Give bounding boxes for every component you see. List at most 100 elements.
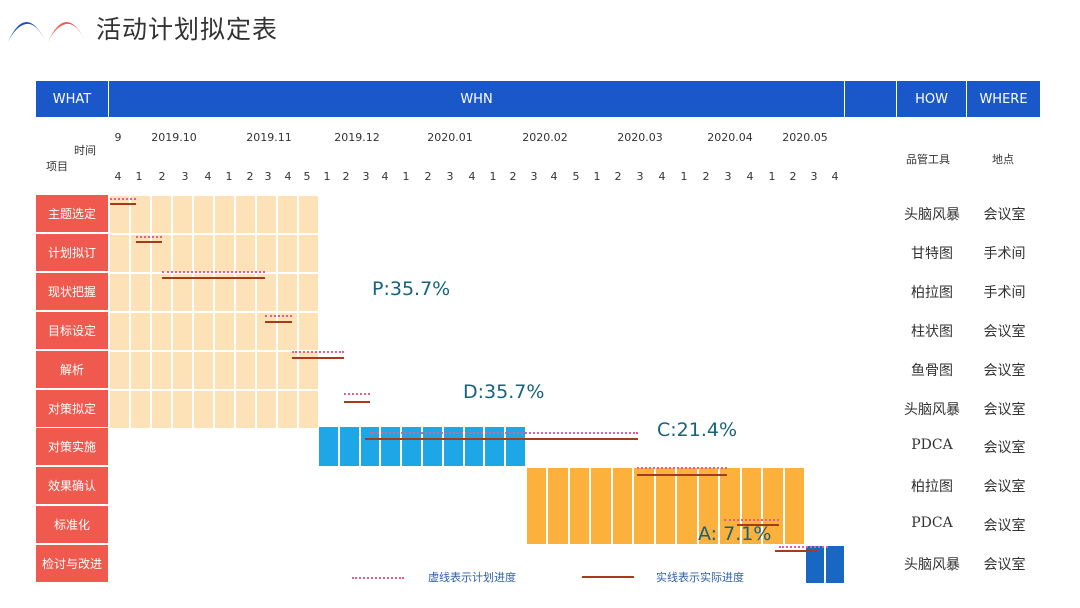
do-phase-cell (463, 426, 485, 467)
plan-phase-cell (256, 351, 277, 390)
do-phase-cell (484, 426, 506, 467)
plan-phase-cell (130, 351, 151, 390)
plan-phase-cell (193, 234, 214, 273)
plan-phase-cell (277, 234, 298, 273)
week-number: 4 (550, 170, 558, 183)
row-label: 现状把握 (36, 273, 108, 310)
week-number: 3 (530, 170, 538, 183)
week-number: 2 (702, 170, 710, 183)
plan-phase-cell (151, 234, 172, 273)
plan-phase-cell (130, 273, 151, 312)
plan-phase-cell (193, 351, 214, 390)
week-number: 5 (572, 170, 580, 183)
week-number: 1 (593, 170, 601, 183)
row-place: 会议室 (983, 479, 1026, 495)
plan-phase-cell (256, 390, 277, 429)
plan-progress-line (265, 315, 292, 317)
month-label: 2019.11 (246, 131, 292, 144)
plan-progress-line (370, 432, 638, 434)
row-label: 检讨与改进 (36, 545, 108, 582)
plan-phase-cell (130, 234, 151, 273)
actual-progress-line (110, 203, 136, 205)
plan-phase-cell (172, 390, 193, 429)
check-phase-cell (547, 467, 569, 545)
row-place: 会议室 (983, 324, 1026, 340)
plan-phase-cell (151, 195, 172, 234)
plan-phase-cell (193, 312, 214, 351)
header-how: HOW (897, 81, 966, 117)
week-number: 1 (225, 170, 233, 183)
month-label: 2020.04 (707, 131, 753, 144)
month-label: 2020.05 (782, 131, 828, 144)
week-number: 4 (831, 170, 839, 183)
week-number: 1 (489, 170, 497, 183)
plan-phase-cell (235, 195, 256, 234)
legend-actual-text: 实线表示实际进度 (656, 571, 744, 584)
week-number: 4 (284, 170, 292, 183)
check-phase-cell (654, 467, 677, 545)
header-what: WHAT (36, 81, 108, 117)
plan-phase-cell (235, 312, 256, 351)
actual-progress-line (365, 438, 638, 440)
header-when: WHN (109, 81, 844, 117)
row-place: 会议室 (983, 440, 1026, 456)
month-label: 2020.01 (427, 131, 473, 144)
week-number: 4 (381, 170, 389, 183)
row-place: 会议室 (983, 402, 1026, 418)
month-label: 9 (114, 131, 122, 144)
legend-actual-line (582, 576, 634, 578)
row-tool: PDCA (911, 515, 953, 531)
tool-column-header: 品管工具 (906, 153, 950, 166)
legend-plan-line (352, 577, 404, 579)
week-number: 5 (303, 170, 311, 183)
week-number: 2 (509, 170, 517, 183)
do-phase-cell (401, 426, 422, 467)
week-number: 1 (135, 170, 143, 183)
week-number: 2 (246, 170, 254, 183)
check-phase-cell (633, 467, 655, 545)
plan-phase-cell (130, 195, 151, 234)
plan-phase-cell (109, 195, 130, 234)
row-label: 计划拟订 (36, 234, 108, 271)
month-label: 2019.10 (151, 131, 197, 144)
row-tool: 头脑风暴 (904, 402, 960, 418)
plan-phase-cell (151, 312, 172, 351)
plan-phase-cell (256, 273, 277, 312)
row-place: 会议室 (983, 363, 1026, 379)
phase-d-label: D:35.7% (463, 381, 545, 403)
month-label: 2019.12 (334, 131, 380, 144)
do-phase-cell (318, 426, 339, 467)
plan-phase-cell (235, 234, 256, 273)
actual-progress-line (292, 357, 344, 359)
phase-p-label: P:35.7% (372, 278, 451, 300)
actual-progress-line (737, 524, 779, 526)
check-phase-cell (526, 467, 548, 545)
week-number: 3 (362, 170, 370, 183)
actual-progress-line (637, 474, 727, 476)
plan-phase-cell (277, 195, 298, 234)
week-number: 2 (614, 170, 622, 183)
plan-phase-cell (214, 312, 235, 351)
check-phase-cell (590, 467, 612, 545)
header-blank (845, 81, 896, 117)
do-phase-cell (422, 426, 443, 467)
plan-progress-line (779, 546, 828, 548)
row-tool: 柏拉图 (911, 285, 953, 301)
plan-phase-cell (151, 390, 172, 429)
month-label: 2020.03 (617, 131, 663, 144)
actual-progress-line (162, 277, 265, 279)
plan-progress-line (136, 236, 162, 238)
plan-phase-cell (256, 195, 277, 234)
place-column-header: 地点 (992, 153, 1014, 166)
plan-phase-cell (193, 390, 214, 429)
plan-phase-cell (172, 273, 193, 312)
plan-phase-cell (151, 351, 172, 390)
plan-phase-cell (172, 234, 193, 273)
week-number: 2 (342, 170, 350, 183)
plan-phase-cell (235, 273, 256, 312)
row-label: 主题选定 (36, 195, 108, 232)
week-number: 3 (446, 170, 454, 183)
week-number: 3 (724, 170, 732, 183)
do-phase-cell (338, 426, 360, 467)
plan-progress-line (344, 393, 370, 395)
